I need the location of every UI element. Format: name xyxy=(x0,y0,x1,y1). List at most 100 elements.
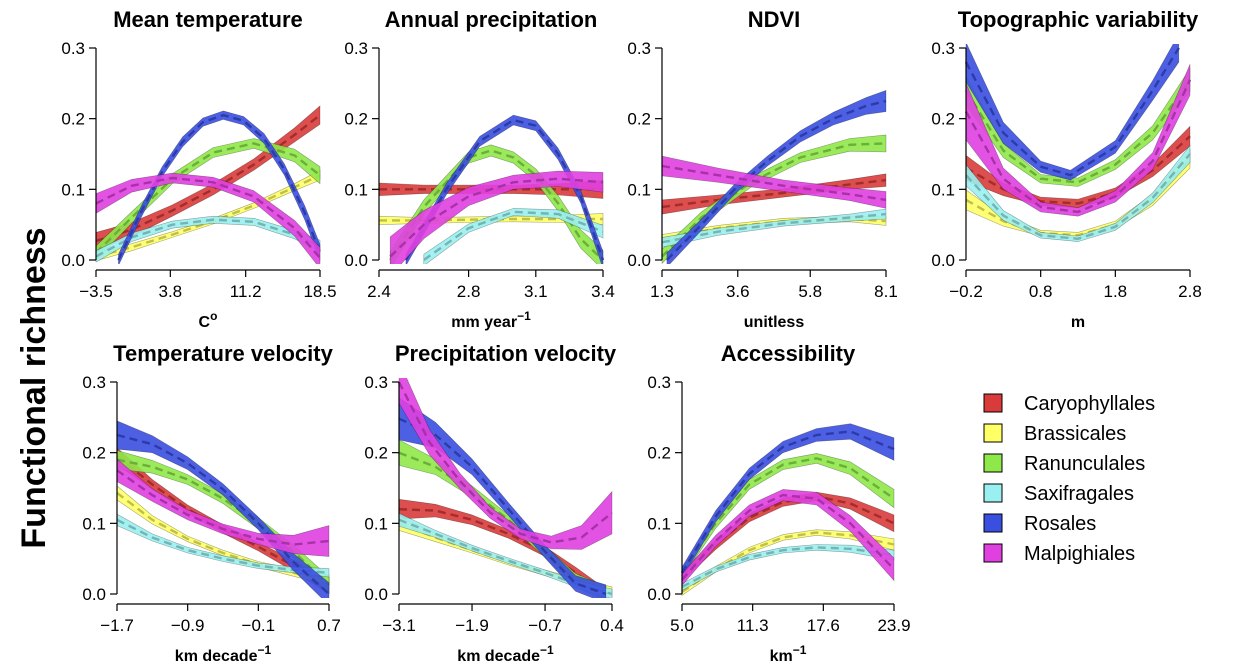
panel-topographic-variability: Topographic variability 0.0 0.1 0.2 0.3 −0.2 0… xyxy=(931,7,1201,331)
x-tick-label: 1.8 xyxy=(1104,282,1128,301)
y-tick-label: 0.0 xyxy=(61,251,85,270)
line-rosales xyxy=(404,118,605,261)
panel-title: Temperature velocity xyxy=(113,341,333,366)
line-ranunculales xyxy=(681,457,895,574)
legend-swatch xyxy=(983,423,1003,443)
legend-swatch xyxy=(983,543,1003,563)
x-axis-label: km decade−1 xyxy=(457,643,554,665)
line-ranunculales xyxy=(964,79,1191,184)
panel-title: Topographic variability xyxy=(958,7,1199,32)
x-tick-label: 2.8 xyxy=(1178,282,1202,301)
y-tick-label: 0.3 xyxy=(82,373,106,392)
x-tick-label: 17.6 xyxy=(807,616,840,635)
x-axis-label: Co xyxy=(199,309,218,331)
line-ranunculales xyxy=(95,142,321,254)
band-rosales xyxy=(116,420,330,598)
x-tick-label: −1.7 xyxy=(100,616,134,635)
legend-label: Rosales xyxy=(1024,513,1096,535)
y-tick-label: 0.3 xyxy=(344,39,368,58)
y-tick-label: 0.3 xyxy=(931,39,955,58)
band-malpighiales xyxy=(681,489,895,587)
band-saxifragales xyxy=(965,144,1191,242)
line-ranunculales xyxy=(398,451,607,596)
x-tick-label: 3.4 xyxy=(591,282,615,301)
x-tick-label: 3.8 xyxy=(159,282,183,301)
y-tick-label: 0.2 xyxy=(931,110,955,129)
line-rosales xyxy=(116,433,330,595)
band-ranunculales xyxy=(681,453,895,579)
band-malpighiales xyxy=(116,458,330,557)
x-axis-label-text: km decade xyxy=(457,648,540,665)
line-caryophyllales xyxy=(661,178,887,209)
x-axis-label-superscript: −1 xyxy=(258,643,272,657)
y-tick-label: 0.3 xyxy=(364,373,388,392)
line-rosales xyxy=(398,417,607,596)
panels: Mean temperature 0.0 0.1 0.2 0.3 −3.5 3.8 11.2 1… xyxy=(61,7,1201,665)
series-group xyxy=(680,423,895,596)
legend-label: Ranunculales xyxy=(1024,453,1145,475)
series-group xyxy=(661,89,887,264)
x-tick-label: 1.3 xyxy=(650,282,674,301)
x-tick-label: 0.7 xyxy=(317,616,341,635)
panel-accessibility: Accessibility 0.0 0.1 0.2 0.3 5.0 11.3 17.6 23.9… xyxy=(647,341,910,665)
x-axis-label: km decade−1 xyxy=(175,643,272,665)
y-tick-label: 0.3 xyxy=(61,39,85,58)
legend-item-malpighiales: Malpighiales xyxy=(983,543,1135,565)
band-malpighiales xyxy=(95,172,321,264)
x-axis-label: mm year−1 xyxy=(451,309,531,331)
panel-title: NDVI xyxy=(748,7,801,32)
x-axis-label-text: C xyxy=(199,314,211,331)
panel-title: Annual precipitation xyxy=(385,7,598,32)
x-tick-label: 5.8 xyxy=(798,282,822,301)
x-axis-label-superscript: −1 xyxy=(517,309,531,323)
y-tick-label: 0.1 xyxy=(931,180,955,199)
line-saxifragales xyxy=(398,518,613,596)
legend-label: Saxifragales xyxy=(1024,483,1134,505)
y-tick-label: 0.1 xyxy=(627,180,651,199)
y-tick-label: 0.2 xyxy=(61,110,85,129)
x-tick-label: −3.5 xyxy=(79,282,113,301)
band-rosales xyxy=(681,423,895,580)
band-rosales xyxy=(405,114,604,264)
band-rosales xyxy=(965,44,1180,181)
legend: Caryophyllales Brassicales Ranunculales Sax… xyxy=(983,393,1155,565)
y-tick-label: 0.0 xyxy=(647,585,671,604)
y-tick-label: 0.3 xyxy=(647,373,671,392)
series-group xyxy=(116,420,330,598)
y-tick-label: 0.2 xyxy=(364,444,388,463)
y-tick-label: 0.2 xyxy=(647,444,671,463)
band-saxifragales xyxy=(423,208,604,264)
y-tick-label: 0.1 xyxy=(364,514,388,533)
legend-item-brassicales: Brassicales xyxy=(983,423,1126,445)
y-tick-label: 0.3 xyxy=(627,39,651,58)
line-rosales xyxy=(680,430,895,574)
y-tick-label: 0.0 xyxy=(82,585,106,604)
line-saxifragales xyxy=(423,210,604,261)
panel-title: Mean temperature xyxy=(113,7,303,32)
panel-ndvi: NDVI 0.0 0.1 0.2 0.3 1.3 3.6 5.8 8.1 unitless xyxy=(627,7,897,331)
band-malpighiales xyxy=(398,378,613,550)
band-ranunculales xyxy=(389,144,604,264)
y-axis-label: Functional richness xyxy=(15,227,53,548)
y-tick-label: 0.0 xyxy=(627,251,651,270)
y-tick-label: 0.2 xyxy=(627,110,651,129)
y-tick-label: 0.2 xyxy=(82,444,106,463)
panel-title: Accessibility xyxy=(721,341,856,366)
line-malpighiales xyxy=(389,177,604,258)
panel-mean-temperature: Mean temperature 0.0 0.1 0.2 0.3 −3.5 3.8 11.2 1… xyxy=(61,7,336,331)
line-ranunculales xyxy=(389,149,604,261)
x-tick-label: 11.2 xyxy=(230,282,262,301)
line-malpighiales xyxy=(964,79,1192,214)
x-tick-label: 5.0 xyxy=(670,616,694,635)
panel-precipitation-velocity: Precipitation velocity 0.0 0.1 0.2 0.3 −3.1 −1… xyxy=(364,341,623,665)
x-tick-label: 3.6 xyxy=(726,282,750,301)
x-tick-label: 18.5 xyxy=(303,282,336,301)
y-tick-label: 0.0 xyxy=(931,251,955,270)
x-axis-label-text: km xyxy=(770,648,793,665)
band-malpighiales xyxy=(661,155,887,209)
y-tick-label: 0.1 xyxy=(344,180,368,199)
legend-item-saxifragales: Saxifragales xyxy=(983,483,1134,505)
x-tick-label: 11.3 xyxy=(737,616,769,635)
x-axis-label: m xyxy=(1071,314,1085,331)
